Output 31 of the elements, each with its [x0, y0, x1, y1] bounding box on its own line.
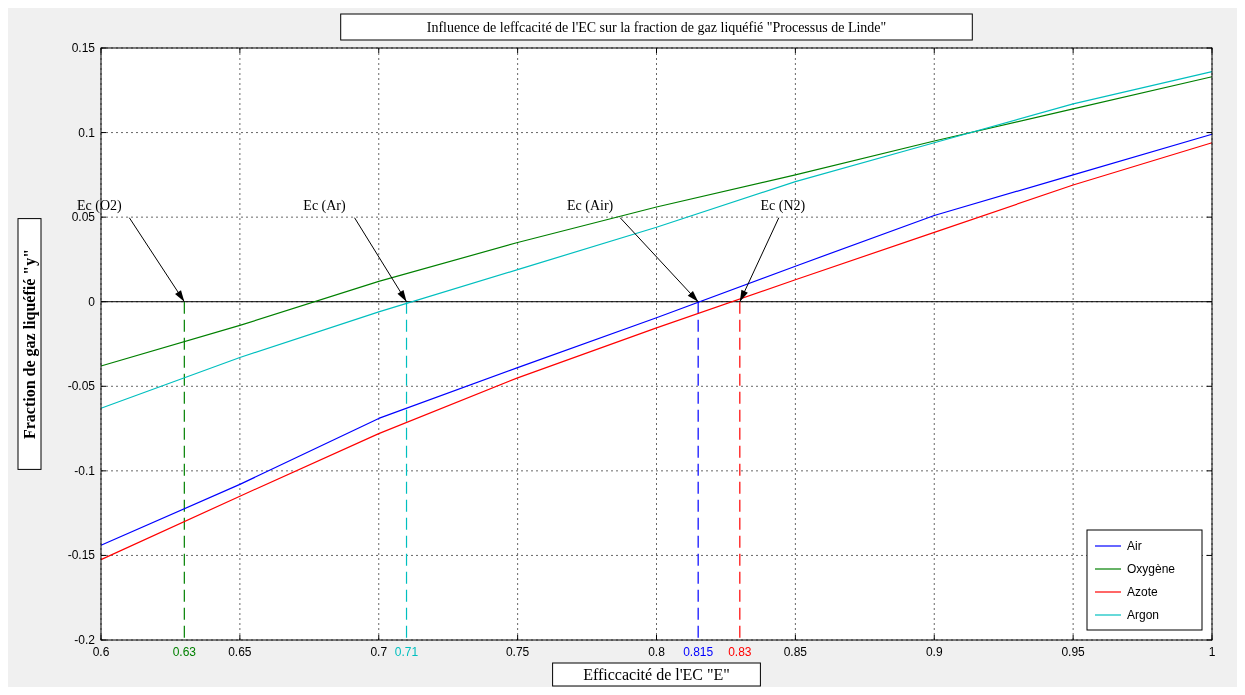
chart-title: Influence de leffcacité de l'EC sur la fraction de gaz liquéfié "Processus de Linde": [426, 20, 887, 35]
legend-label: Air: [1127, 539, 1142, 553]
annotation: Ec (N2): [760, 197, 806, 214]
x-tick-label: 0.75: [505, 645, 530, 659]
y-tick-label: -0.15: [67, 548, 96, 563]
ref-line-label: 0.63: [172, 645, 197, 659]
x-tick-label: 0.9: [925, 645, 943, 659]
ref-line-label: 0.71: [394, 645, 419, 659]
x-tick-label: 0.65: [228, 645, 252, 659]
y-tick-label: -0.1: [74, 463, 96, 478]
legend-label: Azote: [1127, 585, 1159, 599]
y-tick-label: 0: [88, 294, 96, 309]
x-tick-label: 0.7: [370, 645, 388, 659]
y-tick-label: 0.15: [71, 41, 96, 55]
x-tick-label: 0.8: [648, 645, 666, 659]
y-tick-label: 0.1: [78, 125, 96, 140]
x-tick-label: 1: [1208, 645, 1216, 659]
annotation: Ec (Air): [567, 197, 614, 214]
legend-label: Oxygène: [1127, 562, 1176, 576]
ref-line-label: 0.815: [683, 645, 714, 659]
y-axis-title: Fraction de gaz liquéfié "y": [21, 248, 39, 440]
x-tick-label: 0.95: [1061, 645, 1086, 659]
x-tick-label: 0.85: [783, 645, 808, 659]
ref-line-label: 0.83: [728, 645, 752, 659]
legend-label: Argon: [1127, 608, 1160, 622]
y-tick-label: -0.05: [67, 379, 96, 394]
y-tick-label: 0.05: [71, 210, 96, 225]
y-tick-label: -0.2: [74, 633, 96, 647]
x-tick-label: 0.6: [92, 645, 110, 659]
annotation: Ec (Ar): [303, 197, 347, 214]
x-axis-title: Efficcacité de l'EC "E": [583, 666, 730, 683]
